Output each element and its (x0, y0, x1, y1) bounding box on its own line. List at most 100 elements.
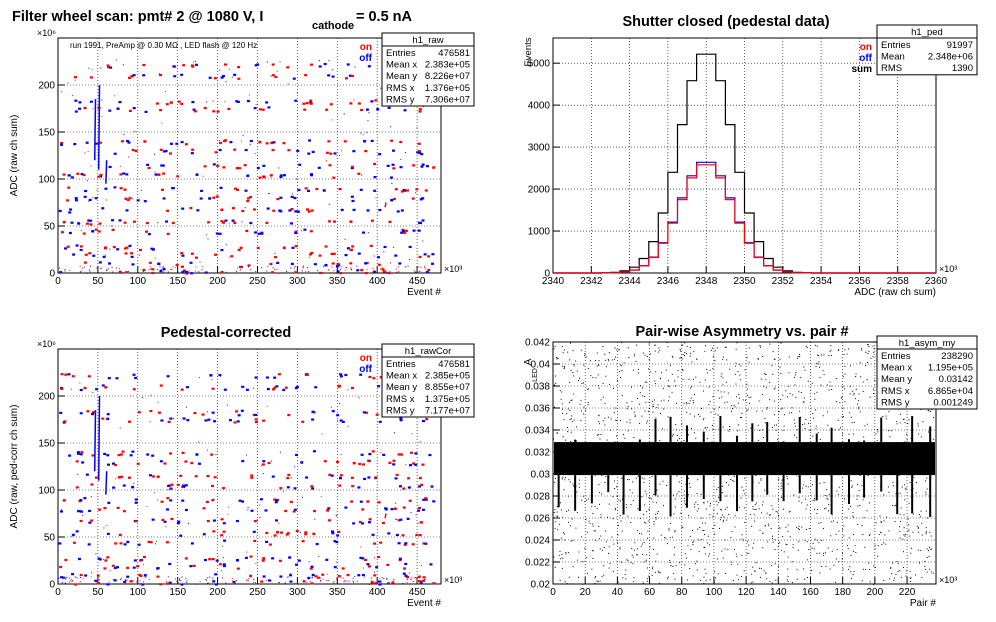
asymmetry-point (765, 461, 767, 463)
asymmetry-point (774, 358, 776, 360)
event-point (142, 397, 144, 399)
event-cluster (126, 566, 130, 569)
event-point (119, 165, 121, 167)
event-point (72, 95, 74, 97)
asymmetry-point (648, 407, 650, 409)
asymmetry-point (912, 531, 914, 533)
asymmetry-point (598, 525, 600, 527)
event-point (174, 578, 176, 580)
event-cluster (363, 140, 367, 143)
asymmetry-point (578, 486, 580, 488)
asymmetry-point (920, 510, 922, 512)
asymmetry-point (930, 467, 932, 469)
asymmetry-point (728, 430, 730, 432)
legend-sum: sum (851, 64, 872, 75)
event-cluster (180, 388, 184, 391)
asymmetry-point (643, 478, 645, 480)
y-tick-label: 0.026 (525, 514, 550, 525)
asymmetry-point (930, 458, 932, 460)
asymmetry-point (662, 480, 664, 482)
asymmetry-point (740, 464, 742, 466)
event-cluster (216, 164, 220, 167)
event-point (372, 581, 374, 583)
asymmetry-point (829, 381, 831, 383)
event-cluster (101, 384, 105, 387)
event-point (340, 268, 342, 270)
event-point (79, 581, 81, 583)
asymmetry-point (604, 482, 606, 484)
event-cluster (422, 498, 426, 501)
asymmetry-point (710, 349, 712, 351)
event-cluster (329, 152, 333, 155)
asymmetry-point (853, 394, 855, 396)
asymmetry-point (688, 378, 690, 380)
asymmetry-point (592, 558, 594, 560)
event-cluster (159, 384, 163, 387)
asymmetry-point (803, 457, 805, 459)
asymmetry-point (724, 402, 726, 404)
asymmetry-point (883, 580, 885, 582)
event-cluster (391, 163, 395, 166)
asymmetry-point (553, 384, 555, 386)
asymmetry-point (666, 543, 668, 545)
event-cluster (359, 556, 363, 559)
event-cluster (307, 576, 311, 580)
event-point (235, 579, 237, 581)
event-cluster (330, 474, 334, 477)
event-point (414, 577, 416, 579)
y-tick-label: 0.032 (525, 448, 550, 459)
asymmetry-point (702, 450, 704, 452)
event-point (129, 581, 131, 583)
asymmetry-point (858, 406, 860, 408)
event-cluster (360, 522, 364, 525)
event-point (68, 581, 70, 583)
event-cluster (211, 499, 215, 502)
asymmetry-point (683, 497, 685, 499)
event-cluster (351, 245, 355, 248)
asymmetry-point (703, 582, 705, 584)
event-cluster (249, 574, 253, 578)
event-point (222, 583, 224, 585)
stats-title: h1_raw (412, 35, 443, 46)
event-point (385, 271, 387, 273)
event-point (398, 263, 400, 265)
event-point (206, 101, 208, 103)
event-cluster (395, 473, 399, 477)
event-cluster (392, 167, 396, 170)
asymmetry-point (926, 557, 928, 559)
asymmetry-point (601, 493, 603, 495)
asymmetry-point (701, 517, 703, 519)
asymmetry-point (568, 576, 570, 578)
asymmetry-point (814, 538, 816, 540)
y-tick-label: 0.024 (525, 536, 550, 547)
asymmetry-point (708, 553, 710, 555)
asymmetry-point (592, 550, 594, 552)
event-point (398, 271, 400, 273)
asymmetry-point (657, 449, 659, 451)
asymmetry-point (709, 514, 711, 516)
asymmetry-point (819, 438, 821, 440)
asymmetry-point (858, 408, 860, 410)
asymmetry-point (608, 476, 610, 478)
asymmetry-point (704, 546, 706, 548)
asymmetry-point (849, 566, 851, 568)
event-point (400, 158, 402, 160)
asymmetry-point (901, 486, 903, 488)
event-cluster (104, 187, 108, 190)
asymmetry-point (614, 441, 616, 443)
event-cluster (414, 452, 418, 455)
asymmetry-point (648, 401, 650, 403)
asymmetry-point (608, 552, 610, 554)
asymmetry-point (624, 574, 626, 576)
event-point (404, 151, 406, 153)
event-cluster (275, 519, 279, 522)
asymmetry-point (789, 510, 791, 512)
stats-label: Mean (881, 52, 905, 63)
asymmetry-point (644, 521, 646, 523)
asymmetry-point (726, 519, 728, 521)
y-tick-label: 150 (38, 128, 55, 139)
event-point (107, 268, 109, 270)
event-cluster (86, 410, 90, 413)
asymmetry-point (562, 448, 564, 450)
asymmetry-point (702, 522, 704, 524)
